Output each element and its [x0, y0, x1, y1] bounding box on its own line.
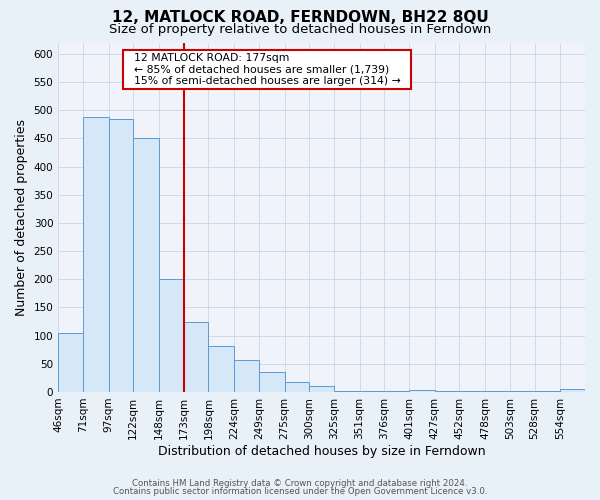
Y-axis label: Number of detached properties: Number of detached properties	[15, 118, 28, 316]
Text: 12, MATLOCK ROAD, FERNDOWN, BH22 8QU: 12, MATLOCK ROAD, FERNDOWN, BH22 8QU	[112, 10, 488, 25]
Bar	[133, 138, 159, 392]
Bar	[234, 360, 259, 392]
Bar	[560, 389, 585, 392]
Text: 12 MATLOCK ROAD: 177sqm
  ← 85% of detached houses are smaller (1,739)
  15% of : 12 MATLOCK ROAD: 177sqm ← 85% of detache…	[127, 53, 407, 86]
Text: Contains public sector information licensed under the Open Government Licence v3: Contains public sector information licen…	[113, 487, 487, 496]
Bar	[334, 391, 359, 392]
Bar	[409, 390, 435, 392]
Bar	[159, 279, 184, 392]
Bar	[259, 372, 284, 392]
Text: Size of property relative to detached houses in Ferndown: Size of property relative to detached ho…	[109, 22, 491, 36]
Bar	[58, 333, 83, 392]
X-axis label: Distribution of detached houses by size in Ferndown: Distribution of detached houses by size …	[158, 444, 485, 458]
Text: Contains HM Land Registry data © Crown copyright and database right 2024.: Contains HM Land Registry data © Crown c…	[132, 478, 468, 488]
Bar	[309, 386, 334, 392]
Bar	[359, 391, 385, 392]
Bar	[184, 322, 208, 392]
Bar	[284, 382, 309, 392]
Bar	[109, 118, 133, 392]
Bar	[208, 346, 234, 392]
Bar	[83, 117, 109, 392]
